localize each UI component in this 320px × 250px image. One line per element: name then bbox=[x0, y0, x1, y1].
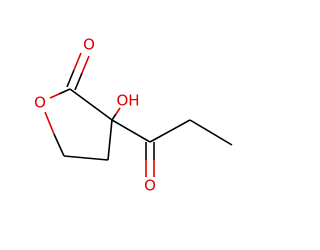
bond bbox=[66, 69, 75, 88]
bond bbox=[44, 111, 55, 135]
atom-label: OH bbox=[116, 92, 139, 110]
bond bbox=[69, 88, 113, 121]
atom-label: O bbox=[144, 177, 156, 195]
atom-label: O bbox=[34, 94, 46, 112]
bonds bbox=[44, 52, 233, 177]
bond bbox=[111, 119, 151, 143]
bond bbox=[115, 107, 121, 115]
bond bbox=[149, 119, 191, 143]
bond bbox=[111, 113, 117, 121]
bond bbox=[189, 119, 233, 146]
atom-label: O bbox=[83, 36, 95, 54]
bond bbox=[58, 88, 71, 95]
bond bbox=[49, 93, 60, 99]
bond bbox=[107, 119, 113, 161]
molecule: O O OH O bbox=[34, 36, 233, 195]
bond bbox=[81, 55, 90, 74]
bond bbox=[53, 133, 65, 157]
bond bbox=[74, 72, 83, 91]
bond bbox=[73, 52, 82, 71]
bond bbox=[63, 155, 109, 161]
